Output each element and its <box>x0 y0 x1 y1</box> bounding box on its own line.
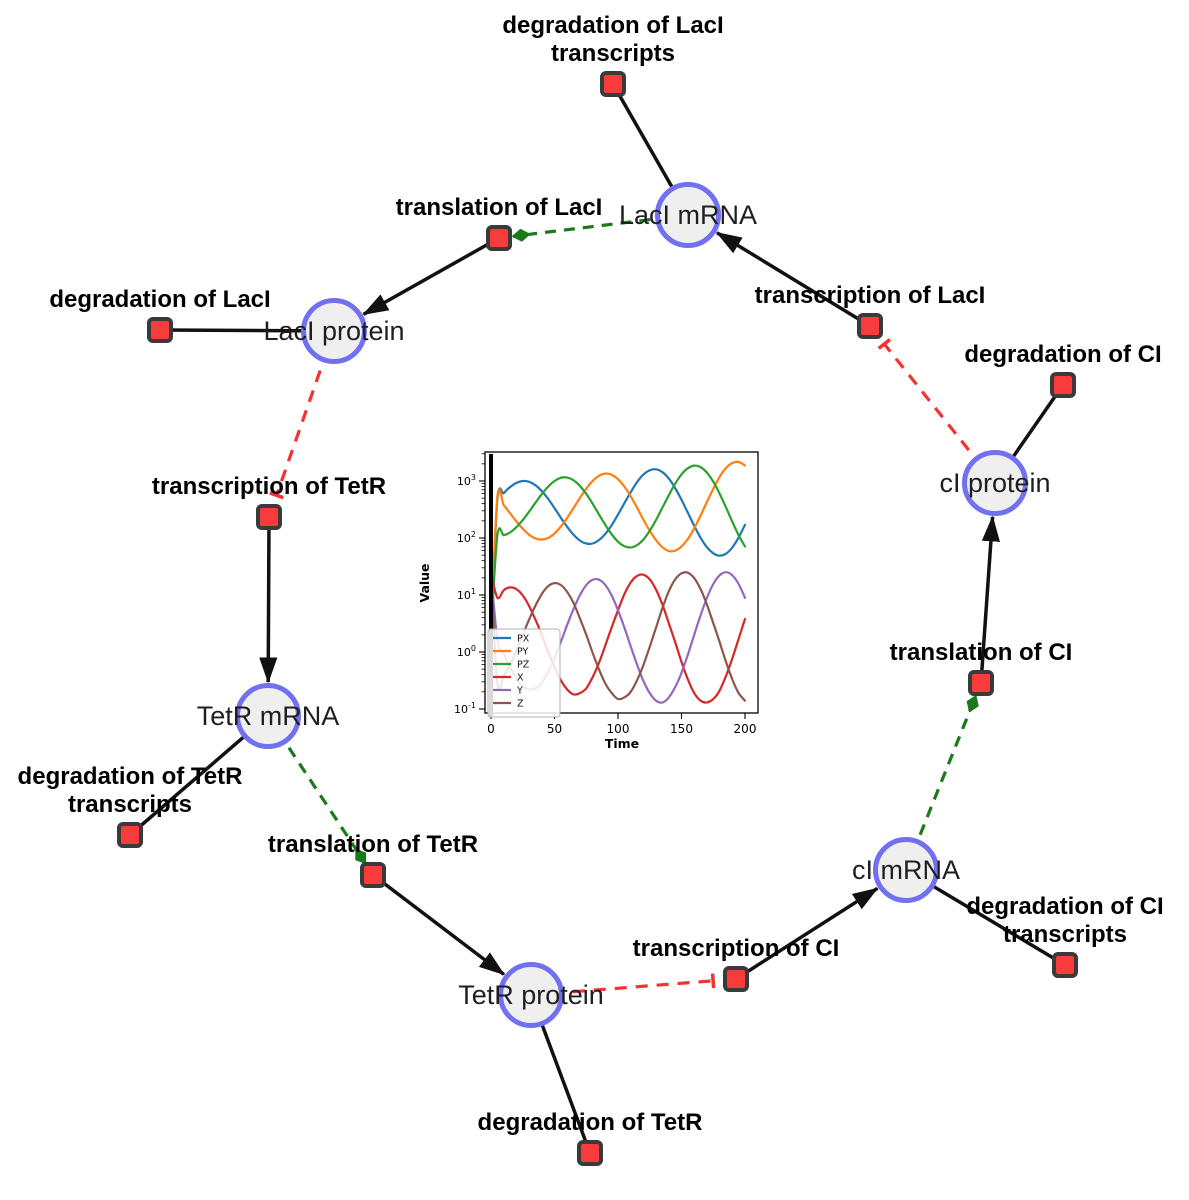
series-line-PY <box>489 460 747 636</box>
reaction-node-rx-transc-ci <box>723 966 749 992</box>
species-node-sp-ci-protein: cI protein <box>939 450 1051 516</box>
edge-production-rx-transc-tetr-to-sp-tetr-mrna <box>259 516 278 684</box>
reaction-node-rx-deg-tetr-tr <box>117 822 143 848</box>
reaction-label-rx-transc-ci: transcription of CI <box>632 935 840 962</box>
reaction-label-rx-deg-tetr-tr: degradation of TetR transcripts <box>17 763 243 818</box>
legend-entry-Z: Z <box>517 699 524 710</box>
series-line-Z <box>489 571 747 702</box>
reaction-label-rx-transc-tetr: transcription of TetR <box>151 473 387 500</box>
species-label-sp-laci-protein: LacI protein <box>263 315 405 346</box>
x-tick-label: 100 <box>607 722 630 736</box>
y-axis-label: Value <box>417 563 432 602</box>
x-tick-label: 0 <box>487 722 495 736</box>
reaction-label-rx-deg-laci: degradation of LacI <box>49 286 271 313</box>
species-label-sp-tetr-protein: TetR protein <box>458 979 604 1010</box>
reaction-node-rx-deg-tetr <box>577 1140 603 1166</box>
edge-production-rx-transl-laci-to-sp-laci-protein <box>362 236 500 316</box>
reaction-label-rx-transl-laci: translation of LacI <box>395 194 603 221</box>
species-node-sp-tetr-protein: TetR protein <box>458 962 604 1028</box>
reaction-label-rx-deg-laci-tr: degradation of LacI transcripts <box>502 12 724 67</box>
species-label-sp-laci-mrna: LacI mRNA <box>618 199 758 230</box>
reaction-label-rx-transl-ci: translation of CI <box>889 639 1073 666</box>
y-tick-label: 100 <box>457 644 476 659</box>
legend-entry-PZ: PZ <box>517 660 530 671</box>
x-axis-label: Time <box>605 736 639 751</box>
reaction-label-rx-deg-ci-tr: degradation of CI transcripts <box>966 893 1164 948</box>
timecourse-inset-plot: 103 102 101 100 10-1 0 50 100 150 200 PX PY PZ XYZ Ti… <box>417 451 759 751</box>
y-tick-label: 101 <box>457 587 476 602</box>
series-line-PZ <box>489 464 747 636</box>
series-line-PX <box>489 468 747 636</box>
edge-production-rx-transc-laci-to-sp-laci-mrna <box>715 231 871 328</box>
species-node-sp-tetr-mrna: TetR mRNA <box>197 683 339 749</box>
x-tick-label: 200 <box>734 722 757 736</box>
reaction-node-rx-deg-laci <box>147 317 173 343</box>
reaction-label-rx-deg-ci: degradation of CI <box>964 341 1162 368</box>
x-tick-label: 150 <box>670 722 693 736</box>
reaction-node-rx-transc-tetr <box>256 504 282 530</box>
species-label-sp-ci-protein: cI protein <box>939 467 1051 498</box>
reaction-label-rx-transl-tetr: translation of TetR <box>267 831 479 858</box>
species-node-sp-laci-mrna: LacI mRNA <box>619 182 757 248</box>
y-tick-label: 102 <box>457 530 476 545</box>
x-tick-label: 50 <box>547 722 562 736</box>
reaction-label-rx-deg-tetr: degradation of TetR <box>477 1109 703 1136</box>
species-label-sp-tetr-mrna: TetR mRNA <box>196 700 340 731</box>
reaction-node-rx-transl-tetr <box>360 862 386 888</box>
species-node-sp-ci-mrna: cI mRNA <box>852 837 960 903</box>
y-tick-label: 10-1 <box>454 701 476 716</box>
edge-production-rx-transl-ci-to-sp-ci-protein <box>979 515 1000 684</box>
legend-entry-PX: PX <box>517 634 530 645</box>
reaction-node-rx-transl-ci <box>968 670 994 696</box>
legend-entry-PY: PY <box>517 647 529 658</box>
chart-legend: PX PY PZ XYZ <box>487 628 561 718</box>
reaction-node-rx-transc-laci <box>857 313 883 339</box>
reaction-label-rx-transc-laci: transcription of LacI <box>754 282 986 309</box>
reaction-node-rx-deg-ci-tr <box>1052 952 1078 978</box>
plot-frame <box>484 451 759 714</box>
edge-catalysis-sp-ci-mrna-to-rx-transl-ci <box>904 694 979 871</box>
reaction-node-rx-deg-laci-tr <box>600 71 626 97</box>
species-node-sp-laci-protein: LacI protein <box>263 298 405 364</box>
reaction-node-rx-transl-laci <box>486 225 512 251</box>
species-label-sp-ci-mrna: cI mRNA <box>852 854 960 885</box>
y-tick-label: 103 <box>457 473 476 488</box>
legend-entry-X: X <box>517 673 524 684</box>
reaction-node-rx-deg-ci <box>1050 372 1076 398</box>
edge-production-rx-transl-tetr-to-sp-tetr-protein <box>371 873 506 976</box>
legend-entry-Y: Y <box>516 686 523 697</box>
edge-production-rx-transc-ci-to-sp-ci-mrna <box>735 886 879 981</box>
